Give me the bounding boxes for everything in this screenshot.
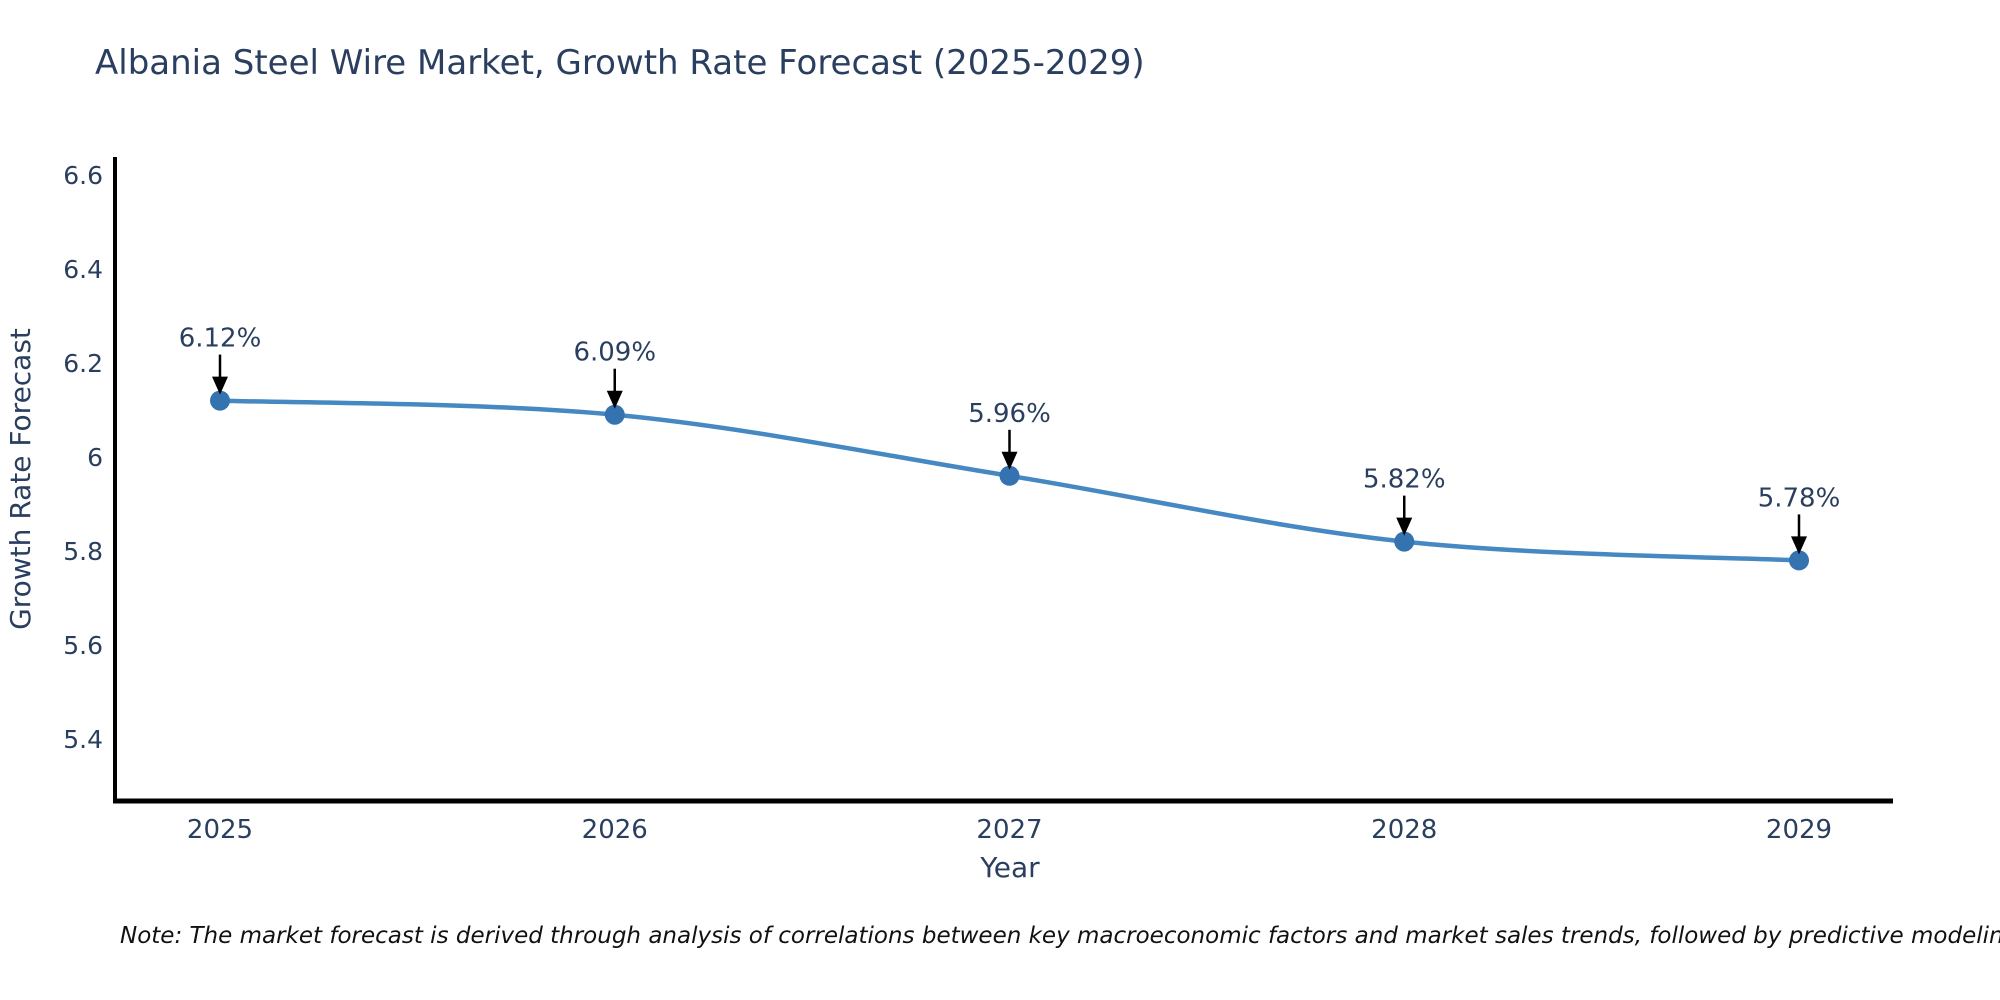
x-tick-label: 2026 xyxy=(582,815,648,845)
x-axis-title: Year xyxy=(979,851,1040,884)
chart-title: Albania Steel Wire Market, Growth Rate F… xyxy=(95,43,1145,83)
x-tick-label: 2028 xyxy=(1371,815,1437,845)
data-point-marker[interactable] xyxy=(1394,531,1415,552)
x-tick-label: 2029 xyxy=(1766,815,1832,845)
data-point-marker[interactable] xyxy=(999,465,1020,486)
annotation-arrowhead xyxy=(1791,536,1807,555)
data-point-marker[interactable] xyxy=(1789,550,1809,571)
point-annotation-label: 5.82% xyxy=(1363,465,1446,495)
y-axis-title: Growth Rate Forecast xyxy=(4,328,37,630)
annotation-arrowhead xyxy=(212,376,228,395)
annotation-arrowhead xyxy=(1001,451,1018,470)
annotation-arrowhead xyxy=(606,390,623,409)
data-point-marker[interactable] xyxy=(210,390,230,411)
x-tick-label: 2027 xyxy=(976,815,1042,845)
annotation-arrowhead xyxy=(1396,517,1413,536)
point-annotation-label: 6.12% xyxy=(179,324,262,354)
y-tick-label: 6.4 xyxy=(63,255,103,284)
y-tick-label: 5.8 xyxy=(63,537,103,566)
y-tick-label: 5.6 xyxy=(63,631,103,660)
point-annotation-label: 6.09% xyxy=(573,338,656,368)
point-annotation-label: 5.96% xyxy=(968,399,1051,429)
footnote: Note: The market forecast is derived thr… xyxy=(120,923,2000,949)
point-annotation-label: 5.78% xyxy=(1758,483,1841,513)
x-tick-label: 2025 xyxy=(187,815,253,845)
y-tick-label: 5.4 xyxy=(63,725,103,754)
y-tick-label: 6.2 xyxy=(63,349,103,378)
y-tick-label: 6.6 xyxy=(63,161,103,190)
y-tick-label: 6 xyxy=(87,443,103,472)
data-point-marker[interactable] xyxy=(604,404,625,425)
